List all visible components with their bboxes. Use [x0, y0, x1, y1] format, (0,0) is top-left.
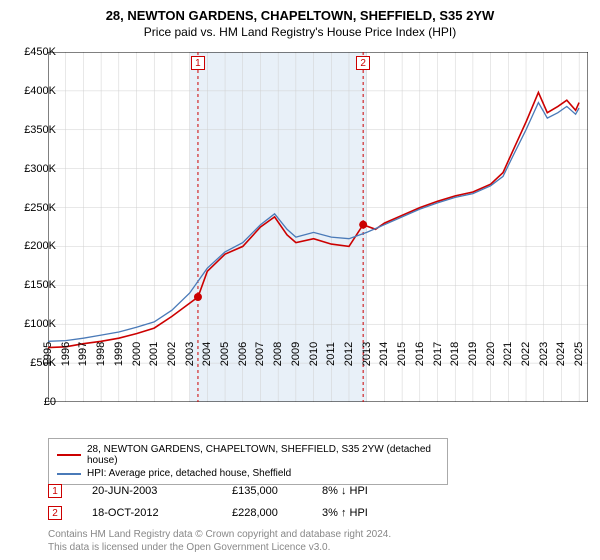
x-tick-label: 2014: [378, 342, 390, 366]
transaction-price: £228,000: [232, 507, 322, 519]
chart-title: 28, NEWTON GARDENS, CHAPELTOWN, SHEFFIEL…: [0, 0, 600, 23]
x-tick-label: 2013: [361, 342, 373, 366]
chart-subtitle: Price paid vs. HM Land Registry's House …: [0, 23, 600, 39]
x-tick-label: 2021: [502, 342, 514, 366]
transaction-row: 1 20-JUN-2003 £135,000 8% ↓ HPI: [48, 480, 422, 502]
x-tick-label: 2004: [201, 342, 213, 366]
legend: 28, NEWTON GARDENS, CHAPELTOWN, SHEFFIEL…: [48, 438, 448, 485]
x-tick-label: 2022: [520, 342, 532, 366]
x-tick-label: 2005: [219, 342, 231, 366]
chart-marker-label: 2: [356, 56, 370, 70]
x-tick-label: 2006: [237, 342, 249, 366]
x-tick-label: 2002: [166, 342, 178, 366]
transaction-marker-icon: 2: [48, 506, 62, 520]
chart-container: { "title": "28, NEWTON GARDENS, CHAPELTO…: [0, 0, 600, 560]
x-tick-label: 2007: [254, 342, 266, 366]
transaction-price: £135,000: [232, 485, 322, 497]
legend-item: 28, NEWTON GARDENS, CHAPELTOWN, SHEFFIEL…: [57, 443, 439, 467]
transaction-date: 20-JUN-2003: [92, 485, 232, 497]
transaction-table: 1 20-JUN-2003 £135,000 8% ↓ HPI 2 18-OCT…: [48, 480, 422, 524]
x-tick-label: 2017: [432, 342, 444, 366]
y-tick-label: £450K: [14, 46, 56, 58]
x-tick-label: 2019: [467, 342, 479, 366]
x-tick-label: 2000: [131, 342, 143, 366]
y-tick-label: £150K: [14, 279, 56, 291]
legend-item: HPI: Average price, detached house, Shef…: [57, 467, 439, 480]
transaction-date: 18-OCT-2012: [92, 507, 232, 519]
y-tick-label: £400K: [14, 85, 56, 97]
transaction-hpi-diff: 3% ↑ HPI: [322, 507, 422, 519]
y-tick-label: £250K: [14, 202, 56, 214]
x-tick-label: 2003: [184, 342, 196, 366]
y-tick-label: £200K: [14, 240, 56, 252]
x-tick-label: 1995: [42, 342, 54, 366]
legend-swatch: [57, 473, 81, 475]
x-tick-label: 2001: [148, 342, 160, 366]
y-tick-label: £0: [14, 396, 56, 408]
chart-marker-label: 1: [191, 56, 205, 70]
transaction-marker-icon: 1: [48, 484, 62, 498]
x-tick-label: 2011: [325, 342, 337, 366]
legend-swatch: [57, 454, 81, 456]
footer-attribution: Contains HM Land Registry data © Crown c…: [48, 528, 391, 554]
x-tick-label: 2008: [272, 342, 284, 366]
footer-line: This data is licensed under the Open Gov…: [48, 541, 391, 554]
transaction-hpi-diff: 8% ↓ HPI: [322, 485, 422, 497]
transaction-row: 2 18-OCT-2012 £228,000 3% ↑ HPI: [48, 502, 422, 524]
x-tick-label: 2015: [396, 342, 408, 366]
y-tick-label: £350K: [14, 124, 56, 136]
x-tick-label: 2009: [290, 342, 302, 366]
x-tick-label: 2010: [308, 342, 320, 366]
legend-label: 28, NEWTON GARDENS, CHAPELTOWN, SHEFFIEL…: [87, 444, 439, 466]
x-tick-label: 2020: [485, 342, 497, 366]
x-tick-label: 2023: [538, 342, 550, 366]
x-tick-label: 1999: [113, 342, 125, 366]
x-tick-label: 2025: [573, 342, 585, 366]
x-tick-label: 1998: [95, 342, 107, 366]
footer-line: Contains HM Land Registry data © Crown c…: [48, 528, 391, 541]
legend-label: HPI: Average price, detached house, Shef…: [87, 468, 291, 479]
x-tick-label: 1996: [60, 342, 72, 366]
x-tick-label: 1997: [77, 342, 89, 366]
y-tick-label: £300K: [14, 163, 56, 175]
y-tick-label: £100K: [14, 318, 56, 330]
x-tick-label: 2012: [343, 342, 355, 366]
x-tick-label: 2024: [555, 342, 567, 366]
x-tick-label: 2016: [414, 342, 426, 366]
x-tick-label: 2018: [449, 342, 461, 366]
